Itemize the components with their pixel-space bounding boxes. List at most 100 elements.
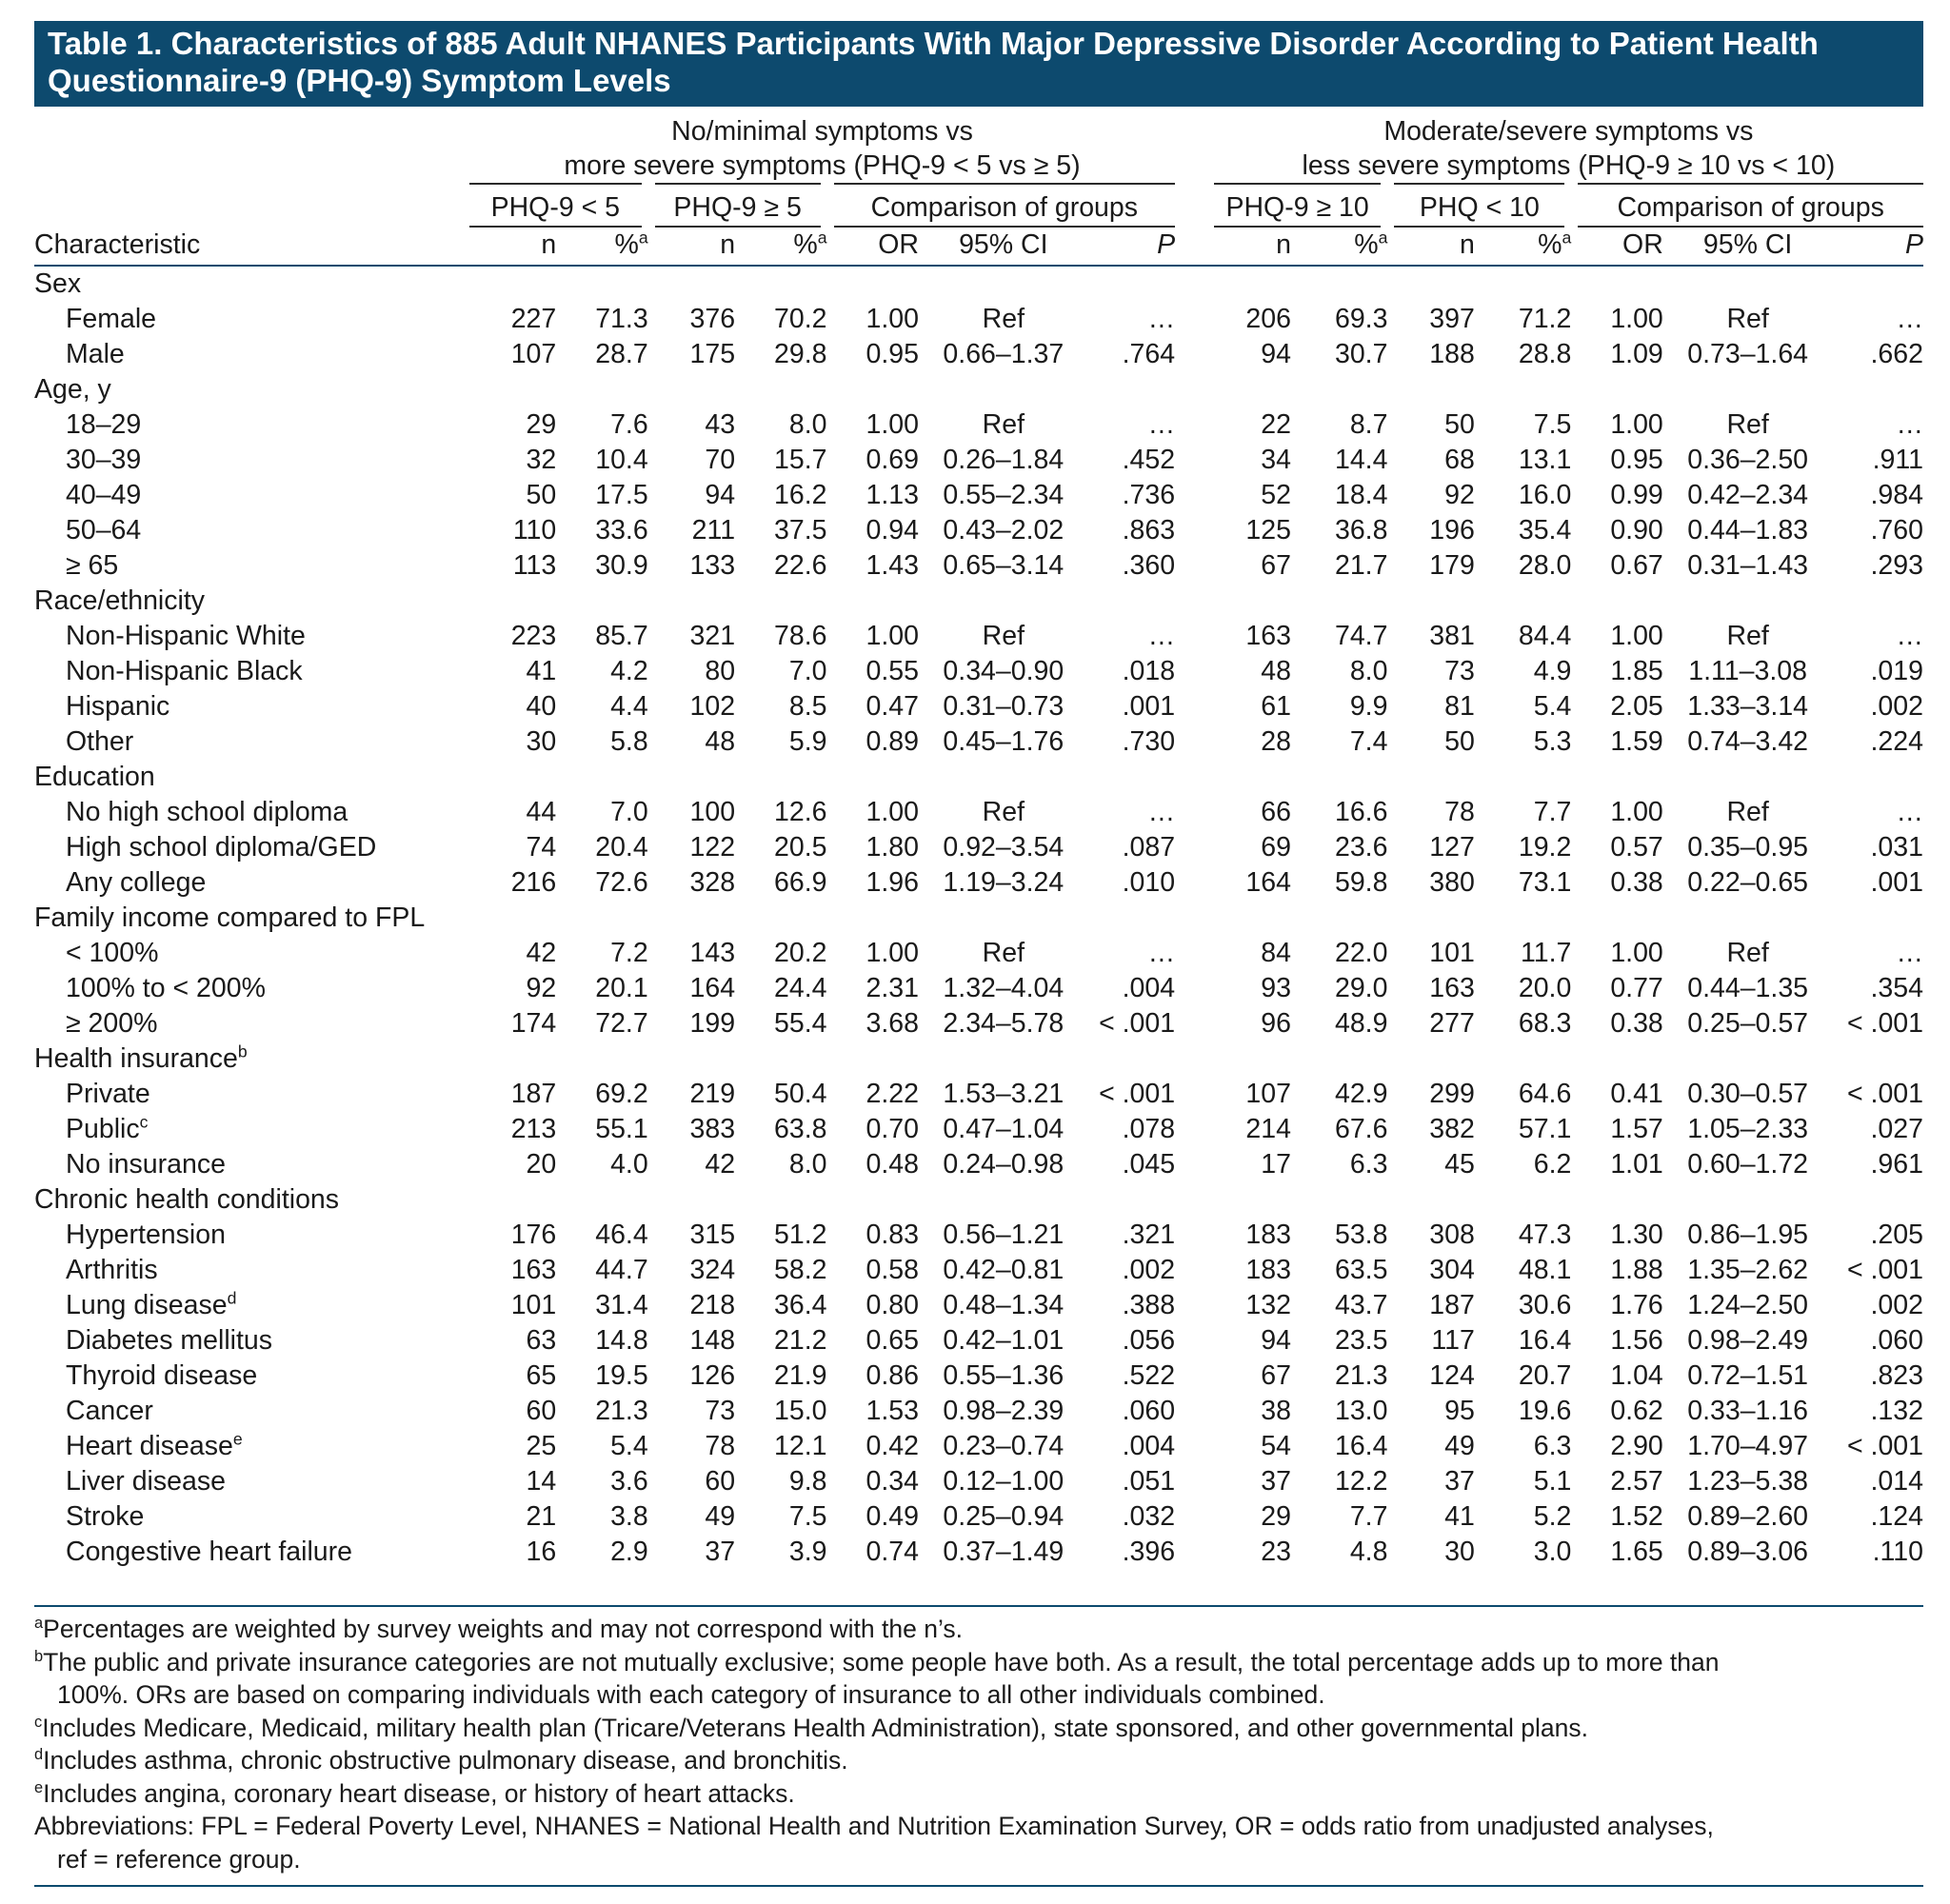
table-cell: 63.8 (774, 1114, 827, 1144)
table-cell: 13.1 (1518, 445, 1572, 475)
column-gap (1175, 1112, 1214, 1147)
table-cell: .293 (1870, 550, 1923, 581)
table-cell: 22.0 (1334, 938, 1388, 968)
row-label-text: ≥ 65 (66, 550, 119, 581)
table-cell: 0.42 (866, 1431, 919, 1461)
table-cell (735, 584, 826, 619)
table-cell (1571, 760, 1662, 795)
table-row: 40–49 50 17.5 94 16.2 1.13 0.55–2.34 .736 52 18.4… (34, 478, 1923, 513)
table-row: Private 187 69.2 219 50.4 2.22 1.53–3.21 < .001… (34, 1077, 1923, 1112)
table-cell: 69 (1261, 832, 1291, 863)
abbreviations-continued: ref = reference group. (57, 1844, 301, 1874)
table-cell: < .001 (1846, 1255, 1923, 1285)
table-cell: 213 (510, 1114, 557, 1144)
table-cell: 1.09 (1610, 339, 1663, 369)
table-cell (1663, 1041, 1833, 1077)
table-cell: 383 (689, 1114, 736, 1144)
col-p: P (1832, 227, 1923, 267)
table-cell: Ref (1726, 304, 1769, 334)
table-cell: 1.33–3.14 (1687, 691, 1809, 722)
table-cell: … (1896, 304, 1924, 334)
bottom-rule (34, 1885, 1923, 1887)
column-header-row: Characteristic n %a n %a OR 95% CI P n %… (34, 227, 1923, 267)
row-label-text: Non-Hispanic Black (66, 656, 303, 686)
table-cell: 1.04 (1610, 1360, 1663, 1391)
table-cell: 117 (1431, 1325, 1475, 1356)
table-cell: 60 (705, 1466, 736, 1497)
table-cell: 96 (1261, 1008, 1291, 1039)
table-cell: 0.23–0.74 (943, 1431, 1065, 1461)
column-gap (1175, 302, 1214, 337)
table-cell (1088, 1041, 1175, 1077)
table-cell (1571, 584, 1662, 619)
table-cell: 44 (526, 797, 557, 827)
table-row: Non-Hispanic Black 41 4.2 80 7.0 0.55 0.34–0.9… (34, 654, 1923, 689)
table-cell: 0.89–2.60 (1687, 1501, 1809, 1532)
table-cell: 16.2 (774, 480, 827, 510)
table-cell: 23 (1261, 1537, 1291, 1567)
table-cell (919, 266, 1088, 302)
table-cell: 163 (510, 1255, 557, 1285)
footnote-text: Includes angina, coronary heart disease,… (43, 1778, 795, 1808)
col-pct: %a (556, 227, 648, 267)
table-cell (919, 901, 1088, 936)
table-cell: 0.25–0.94 (943, 1501, 1065, 1532)
table-cell: 30.9 (595, 550, 648, 581)
col-pct-label: % (614, 229, 639, 260)
row-label: Stroke (34, 1499, 469, 1535)
table-cell: 328 (689, 867, 736, 898)
table-cell: 0.43–2.02 (943, 515, 1065, 545)
table-cell: 0.42–0.81 (943, 1255, 1065, 1285)
table-cell: 12.1 (774, 1431, 827, 1461)
table-cell: 0.65 (866, 1325, 919, 1356)
col-pct-sup: a (1562, 228, 1572, 248)
table-cell: 37.5 (774, 515, 827, 545)
table-cell: Ref (982, 409, 1025, 440)
table-cell: 20.7 (1518, 1360, 1572, 1391)
table-cell: 308 (1429, 1220, 1475, 1250)
table-cell: .051 (1122, 1466, 1176, 1497)
row-label: Male (34, 337, 469, 372)
table-cell: Ref (1726, 797, 1769, 827)
table-cell (648, 1182, 735, 1218)
col-or: OR (1571, 227, 1663, 267)
table-cell: 19.5 (595, 1360, 648, 1391)
table-cell: 10.4 (595, 445, 648, 475)
table-cell: 65 (526, 1360, 557, 1391)
table-cell: 1.19–3.24 (943, 867, 1065, 898)
column-gap (1175, 724, 1214, 760)
table-cell (1571, 266, 1662, 302)
table-cell: 102 (689, 691, 736, 722)
table-row: Any college 216 72.6 328 66.9 1.96 1.19–3.24 .0… (34, 865, 1923, 901)
table-cell: 382 (1429, 1114, 1475, 1144)
footnotes: aPercentages are weighted by survey weig… (34, 1613, 1923, 1875)
table-cell: .863 (1122, 515, 1176, 545)
table-cell: .452 (1122, 445, 1176, 475)
table-cell: 66 (1261, 797, 1291, 827)
table-cell: 133 (689, 550, 736, 581)
column-gap (1175, 1535, 1214, 1570)
table-cell: 61 (1261, 691, 1291, 722)
table-cell (1832, 1182, 1923, 1218)
row-label: Hispanic (34, 689, 469, 724)
table-cell: .823 (1870, 1360, 1923, 1391)
table-cell: 13.0 (1334, 1396, 1388, 1426)
table-cell: < .001 (1846, 1431, 1923, 1461)
table-cell: .001 (1122, 691, 1176, 722)
table-cell (1088, 901, 1175, 936)
table-cell (556, 1182, 647, 1218)
table-cell: 324 (689, 1255, 736, 1285)
table-cell: 1.00 (866, 409, 919, 440)
row-label: No insurance (34, 1147, 469, 1182)
table-cell: 15.7 (774, 445, 827, 475)
table-cell: 0.92–3.54 (943, 832, 1065, 863)
col-n-label: n (1276, 229, 1291, 260)
table-cell: 206 (1245, 304, 1291, 334)
table-cell: 12.2 (1334, 1466, 1388, 1497)
col-n: n (1213, 227, 1291, 267)
table-cell (1663, 266, 1833, 302)
row-label-text: Male (66, 339, 125, 369)
table-cell: 43 (705, 409, 736, 440)
table-cell: 20 (526, 1149, 557, 1180)
table-cell: 175 (689, 339, 736, 369)
